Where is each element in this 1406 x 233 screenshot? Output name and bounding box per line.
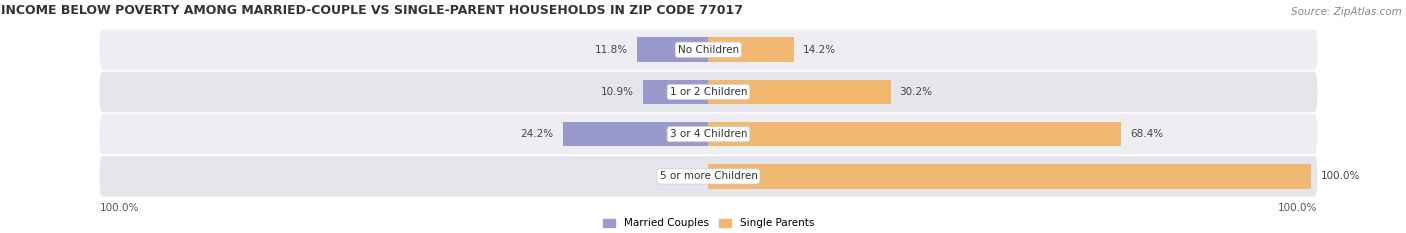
Text: 5 or more Children: 5 or more Children [659,171,758,182]
Bar [643,80,709,104]
Text: 100.0%: 100.0% [1278,202,1317,212]
Bar [709,164,1312,189]
Text: 14.2%: 14.2% [803,45,837,55]
FancyBboxPatch shape [100,29,1317,70]
Bar [709,38,794,62]
Text: 68.4%: 68.4% [1130,129,1163,139]
Text: 24.2%: 24.2% [520,129,554,139]
Bar [637,38,709,62]
Bar [709,122,1121,146]
Text: 30.2%: 30.2% [900,87,932,97]
Text: INCOME BELOW POVERTY AMONG MARRIED-COUPLE VS SINGLE-PARENT HOUSEHOLDS IN ZIP COD: INCOME BELOW POVERTY AMONG MARRIED-COUPL… [1,4,744,17]
Text: No Children: No Children [678,45,740,55]
Text: 1 or 2 Children: 1 or 2 Children [669,87,747,97]
FancyBboxPatch shape [100,114,1317,154]
Bar [562,122,709,146]
Bar [709,80,890,104]
Text: 11.8%: 11.8% [595,45,628,55]
Text: 0.0%: 0.0% [673,171,699,182]
Text: 10.9%: 10.9% [600,87,634,97]
Legend: Married Couples, Single Parents: Married Couples, Single Parents [603,219,814,229]
FancyBboxPatch shape [100,72,1317,112]
Text: Source: ZipAtlas.com: Source: ZipAtlas.com [1291,7,1402,17]
Text: 100.0%: 100.0% [1320,171,1360,182]
Text: 100.0%: 100.0% [100,202,139,212]
Text: 3 or 4 Children: 3 or 4 Children [669,129,747,139]
FancyBboxPatch shape [100,156,1317,197]
